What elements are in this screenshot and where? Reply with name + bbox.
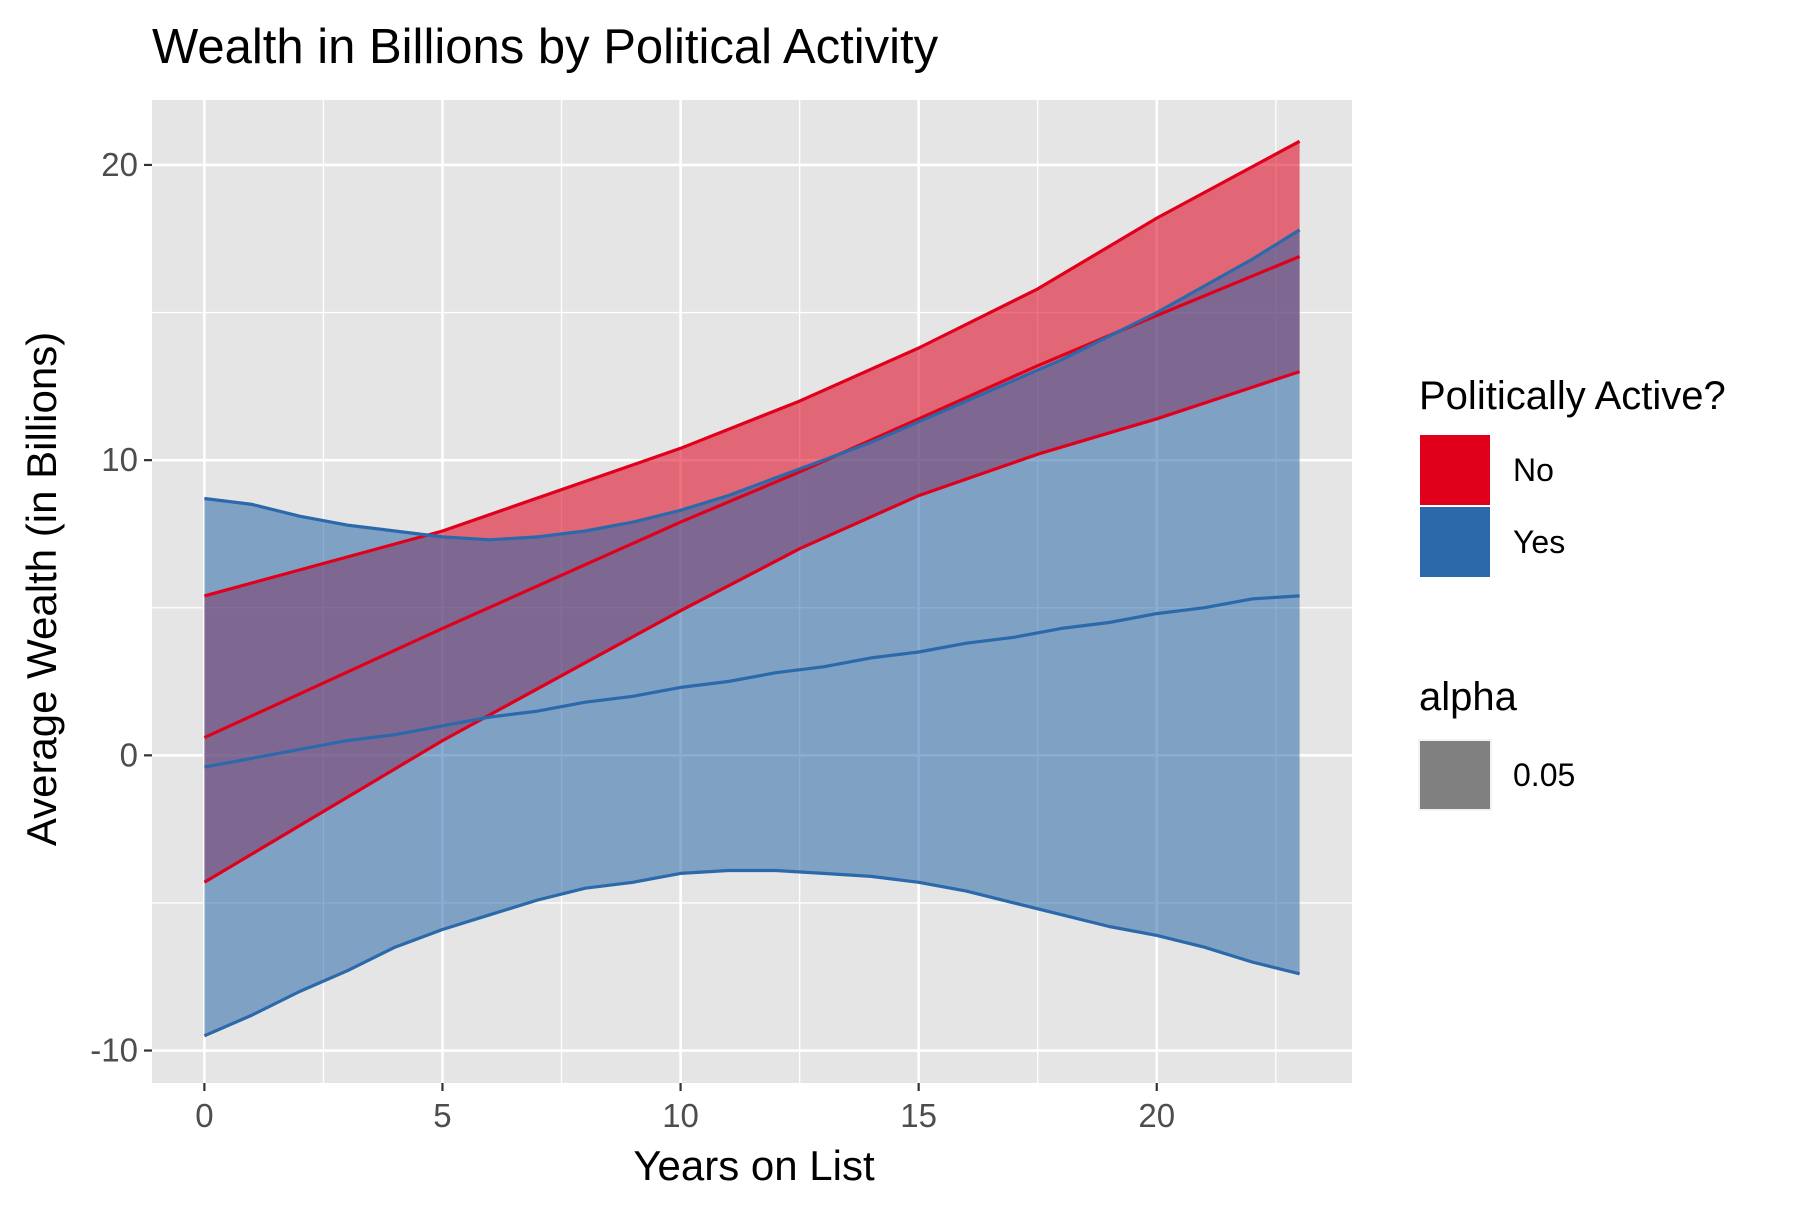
- legend-fill-title: Politically Active?: [1419, 374, 1726, 418]
- x-tick-label: 15: [900, 1097, 937, 1134]
- x-tick-label: 10: [662, 1097, 699, 1134]
- y-tick-label: 0: [120, 736, 138, 773]
- legend-label-yes: Yes: [1513, 524, 1565, 560]
- legend-alpha-title: alpha: [1419, 675, 1518, 719]
- y-tick-label: -10: [90, 1032, 138, 1069]
- y-tick-label: 10: [101, 441, 138, 478]
- x-tick-label: 0: [195, 1097, 213, 1134]
- y-tick-label: 20: [101, 146, 138, 183]
- legend: Politically Active? No Yes alpha 0.05: [1418, 374, 1726, 811]
- y-axis-label: Average Wealth (in Billions): [18, 332, 65, 846]
- series-line-yes-mean: [204, 594, 1300, 769]
- legend-key-yes: [1418, 505, 1492, 579]
- x-axis-label: Years on List: [633, 1142, 875, 1189]
- x-tick-label: 20: [1138, 1097, 1175, 1134]
- x-tick-label: 5: [433, 1097, 451, 1134]
- plot-layer: [152, 100, 1352, 1083]
- ribbon-area-yes: [204, 229, 1300, 1036]
- legend-key-no: [1418, 433, 1492, 507]
- series-line-no-upper: [203, 139, 1301, 598]
- legend-alpha-items: 0.05: [1418, 739, 1575, 811]
- legend-label-no: No: [1513, 452, 1554, 488]
- chart-title: Wealth in Billions by Political Activity: [152, 20, 939, 74]
- axes-layer: 0 5 10 15 20 -10 0 10 20: [90, 146, 1175, 1134]
- series-line-yes-lower: [203, 868, 1300, 1038]
- legend-key-alpha: [1418, 739, 1492, 811]
- legend-label-alpha: 0.05: [1513, 757, 1575, 793]
- series-line-yes-upper: [204, 228, 1301, 542]
- legend-fill-items: No Yes: [1418, 433, 1565, 579]
